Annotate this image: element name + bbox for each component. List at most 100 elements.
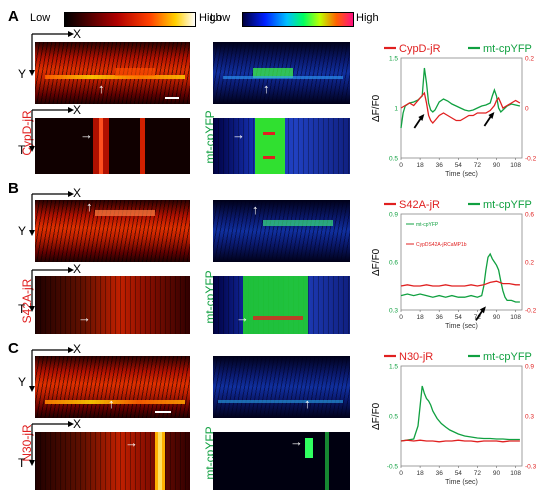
y-left-tick-label: 0.9 — [389, 212, 398, 219]
red-colorbar-high-label: High — [199, 12, 222, 24]
image-a-red-linescan — [35, 118, 190, 174]
x-tick-label: 72 — [474, 162, 482, 169]
annotation-arrowhead — [418, 114, 425, 121]
panel-letter-a: A — [8, 8, 19, 25]
x-tick-label: 36 — [436, 470, 444, 477]
y-axis-label: ΔF/F0 — [371, 94, 382, 122]
y-right-tick-label: 0.2 — [525, 260, 534, 267]
xt-axis-glyph-c — [29, 421, 74, 466]
x-tick-label: 54 — [455, 314, 463, 321]
red-colorbar — [64, 12, 196, 27]
arrow-b-red-xy: ↑ — [86, 199, 93, 214]
axis-x-label-c: X — [73, 342, 82, 356]
panel-letter-c: C — [8, 340, 19, 357]
xy-axis-glyph-b — [29, 191, 74, 236]
annotation-arrowhead — [488, 112, 495, 119]
axis-y-label-a: Y — [18, 67, 27, 81]
plot-frame — [400, 365, 523, 467]
y-right-tick-label: 0.2 — [525, 56, 534, 63]
xy-axis-glyph-a — [29, 31, 74, 76]
legend-label-green: mt-cpYFP — [483, 43, 532, 55]
blue-colorbar-high-label: High — [356, 12, 379, 24]
blue-colorbar — [242, 12, 354, 27]
y-right-tick-label: 0.6 — [525, 212, 534, 219]
image-a-green-xy — [213, 42, 350, 104]
arrow-c-red-linescan: → — [125, 435, 138, 450]
y-axis-label: ΔF/F0 — [371, 402, 382, 430]
x-tick-label: 54 — [455, 470, 463, 477]
y-left-tick-label: 1.5 — [389, 56, 398, 63]
axis-x-label-b2: X — [73, 262, 82, 276]
y-left-tick-label: 1.5 — [389, 364, 398, 371]
y-left-tick-label: 0.3 — [389, 308, 398, 315]
image-a-green-linescan — [213, 118, 350, 174]
y-right-tick-label: -0.2 — [525, 308, 537, 315]
y-right-tick-label: 0 — [525, 106, 529, 113]
image-c-red-xy — [35, 356, 190, 418]
legend-label-green: mt-cpYFP — [483, 351, 532, 363]
red-colorbar-low-label: Low — [30, 12, 51, 24]
plot-frame — [400, 213, 523, 311]
chart-a: CypD-jR mt-cpYFP 0 18 36 54 72 90 108 Time (sec) 0… — [371, 43, 537, 178]
x-axis-label: Time (sec) — [445, 479, 478, 486]
x-tick-label: 36 — [436, 314, 444, 321]
image-b-red-linescan — [35, 276, 190, 334]
series-line-s42a-jr — [400, 280, 520, 287]
image-b-red-xy — [35, 200, 190, 262]
y-right-tick-label: 0.3 — [525, 414, 534, 421]
series-line-mt-cpyfp — [400, 385, 520, 442]
x-tick-label: 18 — [416, 470, 424, 477]
x-tick-label: 54 — [455, 162, 463, 169]
x-axis-label: Time (sec) — [445, 171, 478, 178]
series-line-cypd-jr — [400, 91, 521, 124]
legend-label-red: CypD-jR — [399, 43, 441, 55]
y-left-tick-label: 1 — [394, 106, 398, 113]
x-tick-label: 90 — [493, 162, 501, 169]
x-tick-label: 108 — [510, 314, 521, 321]
axis-x-label-a2: X — [73, 103, 82, 117]
x-axis-label: Time (sec) — [445, 323, 478, 330]
inset-legend-label-red: CypDS42A-jRCaMP1b — [416, 242, 467, 248]
x-tick-label: 0 — [399, 162, 403, 169]
annotation-arrowhead — [479, 306, 486, 314]
arrow-a-green-xy: ↑ — [263, 81, 270, 96]
y-left-tick-label: 0.5 — [389, 414, 398, 421]
image-c-green-xy — [213, 356, 350, 418]
inset-legend-label-green: mt-cpYFP — [416, 222, 439, 228]
arrow-a-red-linescan: → — [80, 127, 93, 142]
arrow-a-red-xy: ↑ — [98, 81, 105, 96]
axis-y-label-c: Y — [18, 375, 27, 389]
axis-t-label-a: T — [18, 143, 26, 157]
legend-label-red: N30-jR — [399, 351, 433, 363]
legend-label-green: mt-cpYFP — [483, 199, 532, 211]
axis-x-label-b: X — [73, 186, 82, 200]
axis-x-label-c2: X — [73, 417, 82, 431]
y-axis-label: ΔF/F0 — [371, 248, 382, 276]
panel-letter-b: B — [8, 180, 19, 197]
axis-x-label-a: X — [73, 27, 82, 41]
arrow-c-green-xy: ↑ — [304, 396, 311, 411]
x-tick-label: 36 — [436, 162, 444, 169]
arrow-b-green-linescan: → — [236, 310, 249, 325]
axis-y-label-b: Y — [18, 224, 27, 238]
x-tick-label: 18 — [416, 314, 424, 321]
y-left-tick-label: 0.6 — [389, 260, 398, 267]
series-line-n30-jr — [400, 439, 520, 443]
x-tick-label: 0 — [399, 314, 403, 321]
arrow-c-red-xy: ↑ — [108, 396, 115, 411]
arrow-a-green-linescan: → — [232, 127, 245, 142]
chart-c: N30-jR mt-cpYFP 0 18 36 54 72 90 108 Time (sec) -0… — [371, 351, 537, 486]
series-line-mt-cpyfp — [400, 252, 520, 303]
image-a-red-xy — [35, 42, 190, 104]
x-tick-label: 90 — [493, 314, 501, 321]
image-b-green-xy — [213, 200, 350, 262]
image-c-green-linescan — [213, 432, 350, 490]
y-right-tick-label: -0.2 — [525, 156, 537, 163]
series-line-mt-cpyfp — [400, 67, 521, 129]
arrow-b-green-xy: ↑ — [252, 202, 259, 217]
image-c-red-linescan — [35, 432, 190, 490]
x-tick-label: 0 — [399, 470, 403, 477]
x-tick-label: 18 — [416, 162, 424, 169]
xt-axis-glyph-b — [29, 267, 74, 312]
